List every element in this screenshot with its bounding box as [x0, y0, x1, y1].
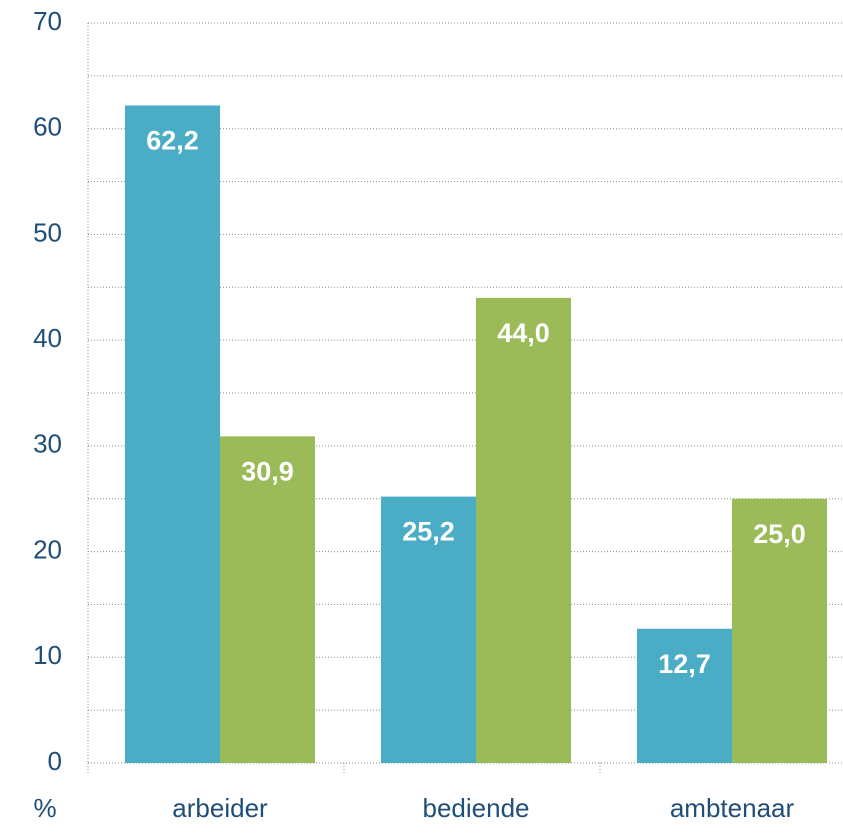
bar — [125, 105, 220, 763]
y-tick-label: 10 — [33, 640, 62, 670]
bar — [637, 628, 732, 763]
bar — [476, 297, 571, 763]
x-tick-label: arbeider — [172, 793, 268, 823]
y-tick-label: 20 — [33, 534, 62, 564]
x-tick-label: bediende — [423, 793, 530, 823]
y-tick-label: 60 — [33, 112, 62, 142]
y-tick-label: 50 — [33, 217, 62, 247]
bar — [732, 498, 827, 763]
x-tick-label: ambtenaar — [670, 793, 795, 823]
bar — [220, 436, 315, 763]
value-label: 44,0 — [497, 318, 550, 348]
y-axis-label: % — [33, 793, 56, 823]
y-tick-label: 70 — [33, 6, 62, 36]
y-tick-label: 40 — [33, 323, 62, 353]
y-tick-label: 0 — [48, 746, 62, 776]
bar — [381, 496, 476, 763]
value-label: 12,7 — [658, 649, 711, 679]
value-label: 30,9 — [241, 456, 294, 486]
value-label: 62,2 — [146, 126, 199, 156]
value-label: 25,0 — [753, 519, 806, 549]
value-label: 25,2 — [402, 517, 455, 547]
y-tick-label: 30 — [33, 429, 62, 459]
